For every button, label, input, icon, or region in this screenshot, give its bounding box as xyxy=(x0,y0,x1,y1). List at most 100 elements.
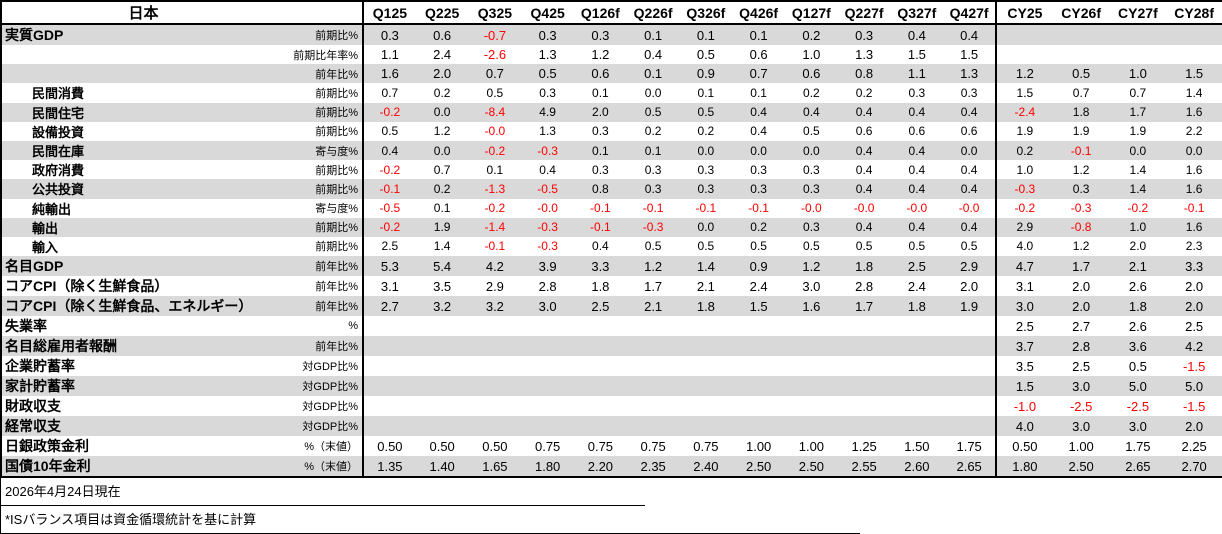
quarter-value-cell xyxy=(626,336,680,357)
quarter-value-cell: 0.0 xyxy=(679,217,733,237)
quarter-value-cell xyxy=(943,316,998,337)
row-label xyxy=(1,45,286,64)
table-row: 公共投資 前期比% -0.1 0.2 -1.3 -0.5 0.8 0.3 0.3 0.3 0.3 0.… xyxy=(1,179,1222,199)
row-unit: 寄与度% xyxy=(286,140,365,161)
table-row: 失業率% 2.5 2.7 2.6 2.5 xyxy=(1,316,1222,337)
quarter-value-cell xyxy=(943,396,998,417)
quarter-value-cell: -0.3 xyxy=(521,217,575,237)
quarter-value-cell: 1.2 xyxy=(785,256,838,277)
quarter-value-cell: 0.3 xyxy=(785,179,838,199)
year-value-cell: 0.0 xyxy=(1109,140,1167,161)
year-value-cell: -0.2 xyxy=(1014,201,1036,216)
quarter-value-cell: 1.3 xyxy=(538,47,557,63)
row-label: 国債10年金利 xyxy=(1,456,286,478)
quarter-value-cell: 0.0 xyxy=(679,140,733,161)
quarter-column-header: Q326f xyxy=(679,1,733,25)
quarter-value-cell: 0.2 xyxy=(732,217,786,237)
quarter-value-cell: 1.2 xyxy=(626,256,680,277)
quarter-value-cell: 2.4 xyxy=(749,278,768,294)
row-label: 公共投資 xyxy=(1,179,286,199)
quarter-value-cell: 0.2 xyxy=(433,85,451,100)
year-value-cell xyxy=(1109,24,1167,45)
table-row: 純輸出 寄与度% -0.5 0.1 -0.2 -0.0 -0.1 -0.1 -0.1 -0.1 -0… xyxy=(1,198,1222,218)
quarter-value-cell: 0.3 xyxy=(679,179,733,199)
quarter-value-cell: 0.5 xyxy=(626,102,680,122)
quarter-value-cell: 0.6 xyxy=(415,24,469,45)
year-value-cell: 1.8 xyxy=(1109,296,1167,317)
quarter-value-cell xyxy=(627,356,680,376)
table-row: 企業貯蓄率 対GDP比% 3.5 2.5 0.5 -1.5 xyxy=(1,356,1222,377)
row-label: 日銀政策金利 xyxy=(5,438,89,455)
quarter-column-header: Q427f xyxy=(943,1,998,25)
quarter-value-cell: 2.8 xyxy=(855,278,874,294)
table-row: 日銀政策金利 %（末値） 0.50 0.50 0.50 0.75 0.75 0.75 0.75 1… xyxy=(1,436,1222,457)
row-label: 企業貯蓄率 xyxy=(5,358,75,375)
quarter-value-cell: 5.3 xyxy=(363,256,416,277)
year-value-cell: 1.9 xyxy=(1016,124,1034,139)
quarter-value-cell: 0.7 xyxy=(732,64,786,84)
quarter-value-cell: 0.2 xyxy=(785,24,838,45)
year-value-cell: 1.6 xyxy=(1166,217,1222,237)
year-value-cell: 0.5 xyxy=(1128,358,1147,374)
quarter-value-cell xyxy=(363,396,416,416)
header-row: 日本 Q125 Q225 Q325 Q425 Q126f Q226f Q326f Q426f Q… xyxy=(1,1,1222,25)
year-value-cell: 1.5 xyxy=(1166,64,1222,84)
year-value-cell: -2.5 xyxy=(1069,398,1093,414)
row-label: コアCPI（除く生鮮食品、エネルギー） xyxy=(1,296,286,317)
row-label: 経常収支 xyxy=(1,416,286,437)
quarter-value-cell xyxy=(363,356,416,376)
quarter-value-cell xyxy=(891,356,944,376)
quarter-value-cell: 0.6 xyxy=(749,47,768,63)
quarter-value-cell: 0.50 xyxy=(482,438,508,454)
quarter-value-cell: -0.1 xyxy=(484,239,506,254)
row-label: コアCPI（除く生鮮食品） xyxy=(5,278,169,295)
quarter-value-cell: -0.1 xyxy=(590,201,611,216)
year-value-cell: 2.1 xyxy=(1109,256,1167,277)
quarter-value-cell xyxy=(785,316,838,336)
quarter-value-cell: 0.5 xyxy=(943,236,998,257)
quarter-value-cell xyxy=(837,336,891,357)
quarter-value-cell: 1.80 xyxy=(521,456,575,478)
year-value-cell: 3.0 xyxy=(1052,416,1110,437)
table-row: 輸入 前期比% 2.5 1.4 -0.1 -0.3 0.4 0.5 0.5 0.5 0.5 0.5 0.… xyxy=(1,236,1222,257)
year-value-cell: -1.0 xyxy=(1013,398,1037,414)
quarter-value-cell: 0.4 xyxy=(732,102,786,122)
quarter-value-cell: 0.0 xyxy=(785,140,838,161)
quarter-value-cell xyxy=(469,316,522,336)
quarter-value-cell: -0.1 xyxy=(363,179,416,199)
year-value-cell: 2.6 xyxy=(1128,278,1147,294)
quarter-value-cell: -0.3 xyxy=(521,140,575,161)
year-value-cell xyxy=(1166,24,1222,45)
quarter-value-cell xyxy=(732,376,786,397)
quarter-value-cell: 2.5 xyxy=(381,239,399,254)
quarter-value-cell xyxy=(785,356,838,376)
year-value-cell: -0.3 xyxy=(1070,201,1092,216)
row-unit: 前年比% xyxy=(286,256,365,277)
quarter-column-header: Q126f xyxy=(574,1,627,25)
quarter-value-cell: 0.5 xyxy=(486,85,504,100)
year-value-cell: 2.0 xyxy=(1166,296,1222,317)
quarter-value-cell: -0.5 xyxy=(379,201,401,216)
year-value-cell: 1.9 xyxy=(1129,124,1147,139)
year-value-cell: 1.2 xyxy=(1072,239,1090,254)
quarter-value-cell xyxy=(416,396,469,416)
quarter-value-cell xyxy=(785,336,838,357)
table-row: 財政収支 対GDP比% -1.0 -2.5 -2.5 -1.5 xyxy=(1,396,1222,417)
quarter-value-cell: 0.9 xyxy=(679,64,733,84)
table-row: 実質GDP 前期比% 0.3 0.6 -0.7 0.3 0.3 0.1 0.1 0.1 0.2 0.3… xyxy=(1,24,1222,45)
quarter-value-cell: 0.1 xyxy=(732,24,786,45)
year-value-cell: 1.4 xyxy=(1185,85,1203,100)
quarter-value-cell xyxy=(627,396,680,416)
quarter-value-cell: 2.4 xyxy=(433,47,452,63)
quarter-value-cell: -8.4 xyxy=(468,102,522,122)
quarter-value-cell: 0.4 xyxy=(890,102,944,122)
quarter-value-cell xyxy=(890,376,944,397)
quarter-value-cell: 3.0 xyxy=(802,278,821,294)
quarter-value-cell: 1.3 xyxy=(943,64,998,84)
quarter-value-cell: 1.8 xyxy=(591,278,610,294)
quarter-value-cell: 0.0 xyxy=(732,140,786,161)
year-value-cell: 2.0 xyxy=(1185,278,1204,294)
row-label xyxy=(1,64,286,84)
year-value-cell: 2.65 xyxy=(1109,456,1167,478)
row-unit: 前期比% xyxy=(286,121,365,141)
